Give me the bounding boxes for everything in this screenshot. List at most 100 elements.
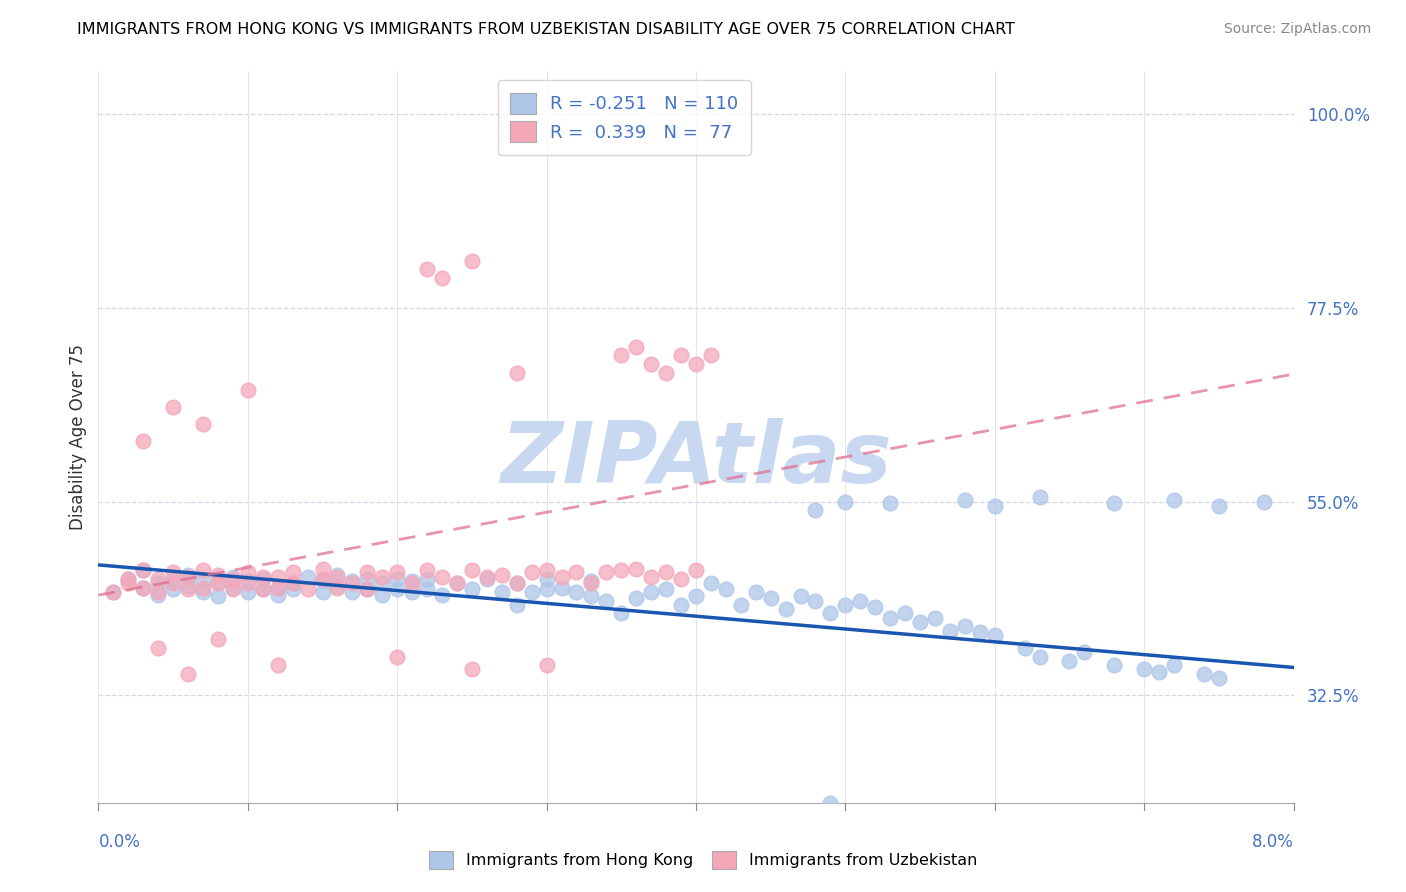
Point <box>222 572 245 586</box>
Point <box>550 581 572 595</box>
Point <box>655 366 678 380</box>
Point <box>177 567 200 582</box>
Point <box>1133 662 1156 676</box>
Point <box>669 572 692 586</box>
Point <box>520 565 543 579</box>
Point <box>252 582 274 597</box>
Point <box>475 572 498 586</box>
Point <box>610 564 633 578</box>
Point <box>565 585 588 599</box>
Point <box>461 253 484 268</box>
Point <box>626 340 648 354</box>
Point <box>491 567 513 582</box>
Point <box>461 582 484 597</box>
Point <box>236 585 259 599</box>
Point <box>207 576 229 591</box>
Point <box>132 434 155 449</box>
Point <box>207 589 229 603</box>
Point <box>177 582 200 597</box>
Point <box>207 632 229 647</box>
Point <box>416 262 439 277</box>
Point <box>984 499 1007 513</box>
Point <box>685 357 707 371</box>
Point <box>356 582 378 597</box>
Point <box>461 564 484 578</box>
Point <box>103 585 125 599</box>
Point <box>506 576 529 591</box>
Point <box>669 348 692 362</box>
Point <box>536 572 558 586</box>
Point <box>1059 886 1081 892</box>
Point <box>326 579 349 593</box>
Point <box>714 582 737 597</box>
Point <box>371 588 394 602</box>
Text: 0.0%: 0.0% <box>98 833 141 851</box>
Point <box>908 830 931 845</box>
Text: IMMIGRANTS FROM HONG KONG VS IMMIGRANTS FROM UZBEKISTAN DISABILITY AGE OVER 75 C: IMMIGRANTS FROM HONG KONG VS IMMIGRANTS … <box>77 22 1015 37</box>
Point <box>1014 640 1036 655</box>
Point <box>117 572 139 586</box>
Point <box>939 624 962 638</box>
Point <box>1059 654 1081 668</box>
Point <box>1253 494 1275 508</box>
Point <box>236 383 259 397</box>
Point <box>640 570 662 584</box>
Point <box>267 570 290 584</box>
Point <box>879 611 901 625</box>
Point <box>536 564 558 578</box>
Point <box>1028 649 1050 664</box>
Point <box>1192 666 1215 681</box>
Point <box>610 348 633 362</box>
Point <box>342 576 364 591</box>
Point <box>281 582 304 597</box>
Legend: Immigrants from Hong Kong, Immigrants from Uzbekistan: Immigrants from Hong Kong, Immigrants fr… <box>422 845 984 875</box>
Point <box>789 589 811 603</box>
Point <box>132 581 155 595</box>
Point <box>879 496 901 510</box>
Point <box>236 565 259 579</box>
Point <box>581 574 603 588</box>
Point <box>162 400 184 414</box>
Point <box>1104 496 1126 510</box>
Point <box>640 357 662 371</box>
Point <box>117 576 139 591</box>
Point <box>385 649 409 664</box>
Point <box>177 570 200 584</box>
Point <box>446 576 468 591</box>
Point <box>191 564 214 578</box>
Point <box>655 582 678 597</box>
Point <box>281 576 304 591</box>
Point <box>1163 492 1185 507</box>
Point <box>775 602 797 616</box>
Point <box>132 564 155 578</box>
Point <box>342 585 364 599</box>
Point <box>103 585 125 599</box>
Point <box>281 565 304 579</box>
Point <box>804 593 827 607</box>
Point <box>148 640 170 655</box>
Point <box>759 591 782 605</box>
Point <box>700 348 723 362</box>
Point <box>416 572 439 586</box>
Point <box>148 588 170 602</box>
Point <box>222 582 245 597</box>
Point <box>297 582 319 597</box>
Point <box>834 494 856 508</box>
Point <box>356 565 378 579</box>
Point <box>924 611 946 625</box>
Y-axis label: Disability Age Over 75: Disability Age Over 75 <box>69 344 87 530</box>
Point <box>745 585 768 599</box>
Point <box>461 662 484 676</box>
Point <box>371 576 394 591</box>
Point <box>1163 658 1185 673</box>
Point <box>565 565 588 579</box>
Point <box>506 576 529 591</box>
Point <box>475 570 498 584</box>
Point <box>640 585 662 599</box>
Point <box>311 574 333 588</box>
Point <box>865 599 887 614</box>
Text: Source: ZipAtlas.com: Source: ZipAtlas.com <box>1223 22 1371 37</box>
Point <box>252 572 274 586</box>
Legend: R = -0.251   N = 110, R =  0.339   N =  77: R = -0.251 N = 110, R = 0.339 N = 77 <box>498 80 751 154</box>
Point <box>132 581 155 595</box>
